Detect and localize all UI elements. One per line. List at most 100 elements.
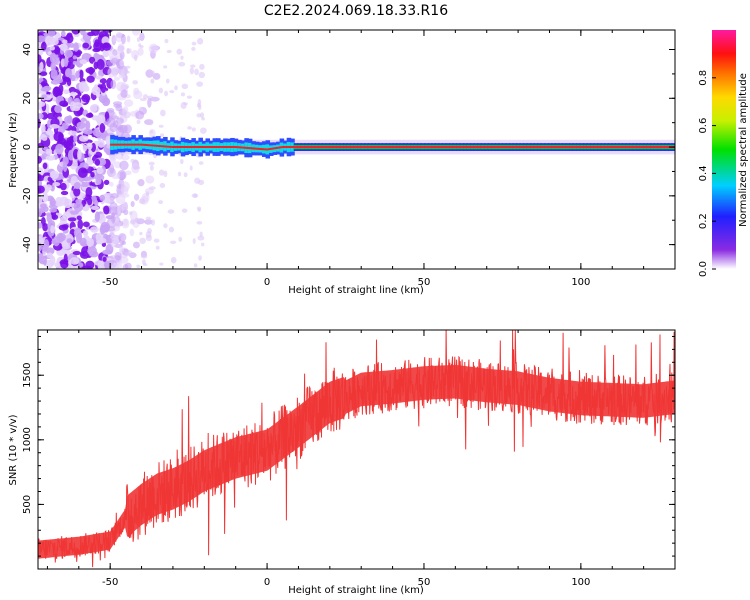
noise-blob [109,206,119,216]
noise-blob [102,256,107,262]
snr-line-marks [38,330,675,568]
frequency-heatmap-panel: -50 0 50 100 -40 -20 0 20 40 Height of straight… [8,29,676,296]
noise-blob-sparse [130,219,136,225]
noise-blob-sparse [194,177,201,184]
noise-blob [73,134,78,143]
noise-blob-sparse [145,191,150,197]
noise-blob [81,94,91,103]
noise-blob [105,135,111,146]
noise-blob [147,97,152,108]
noise-blob-sparse [180,158,184,165]
noise-blob [148,43,159,54]
noise-blob [95,91,100,98]
noise-blob [62,140,73,147]
snr-line-panel: -50 0 50 100 500 1000 1500 Height of straight… [8,329,676,596]
noise-blob [40,81,46,87]
noise-blob [64,49,74,58]
noise-blob-sparse [148,161,155,166]
snr-x-tick-label: 100 [571,577,590,588]
noise-blob-sparse [123,70,130,74]
noise-blob [52,181,61,187]
noise-blob-sparse [181,83,189,90]
noise-blob [125,170,132,176]
colorbar-label: Normalized spectral amplitude [738,73,749,227]
noise-blob [38,35,46,43]
noise-blob [82,42,90,49]
noise-blob-sparse [177,171,182,177]
noise-blob [87,246,97,256]
snr-y-ticks: 500 1000 1500 [22,335,675,570]
noise-blob [83,128,93,135]
noise-blob-sparse [150,78,155,84]
noise-blob [76,215,82,221]
noise-blob-sparse [136,37,141,43]
noise-blob [118,73,126,79]
noise-blob [111,57,118,64]
snr-x-axis-label: Height of straight line (km) [288,585,424,596]
noise-blob [96,58,105,70]
noise-blob [45,148,53,155]
noise-blob [130,110,138,117]
figure-title: C2E2.2024.069.18.33.R16 [264,3,448,19]
noise-blob [121,240,127,245]
noise-blob-sparse [150,219,156,226]
noise-blob [132,241,140,249]
noise-blob [38,167,43,174]
noise-blob [77,149,82,160]
noise-blob [72,60,77,65]
noise-blob [67,217,77,222]
noise-blob-sparse [155,245,160,250]
noise-blob [50,225,55,234]
heatmap-x-tick-label: -50 [102,277,118,288]
noise-blob [62,39,68,44]
noise-blob [47,30,56,37]
noise-blob-sparse [160,109,166,117]
noise-blob-sparse [134,217,140,222]
noise-blob [47,128,52,134]
noise-blob [93,84,99,91]
noise-blob [64,115,73,124]
noise-blob [112,36,118,42]
noise-blob-sparse [153,238,160,243]
noise-blob [69,210,79,215]
noise-blob-sparse [183,172,188,178]
noise-blob [77,167,88,179]
noise-blob [100,82,107,94]
noise-blob [50,61,56,71]
noise-blob-sparse [198,71,206,79]
noise-blob [105,117,116,128]
noise-blob [38,222,43,229]
noise-blob [102,50,110,58]
noise-blob [59,100,69,107]
noise-blob-sparse [134,54,138,62]
colorbar-tick-label: 0.0 [698,261,709,277]
noise-blob-sparse [194,68,199,76]
noise-blob [55,143,64,155]
noise-blob [120,89,128,98]
noise-blob [76,121,86,129]
noise-blob [66,238,73,244]
noise-blob-sparse [147,119,154,126]
noise-blob [90,205,100,210]
heatmap-x-tick-label: 50 [418,277,431,288]
noise-blob [135,110,145,120]
noise-blob [88,112,93,118]
noise-blob-sparse [187,126,192,130]
noise-blob [50,68,58,80]
noise-blob [38,185,45,194]
noise-blob [46,112,55,120]
snr-noise-envelope [38,364,675,559]
noise-blob [45,184,52,191]
snr-y-tick-label: 1500 [22,362,33,387]
noise-blob-sparse [142,263,148,267]
noise-blob [53,86,60,96]
noise-blob-sparse [196,103,201,108]
noise-blob [123,124,132,134]
noise-blob [53,47,61,53]
noise-blob-sparse [126,35,131,43]
noise-blob-sparse [189,165,193,171]
noise-blob [71,30,81,35]
noise-blob-sparse [176,48,183,55]
noise-blob-sparse [148,186,156,190]
noise-blob [67,149,75,161]
